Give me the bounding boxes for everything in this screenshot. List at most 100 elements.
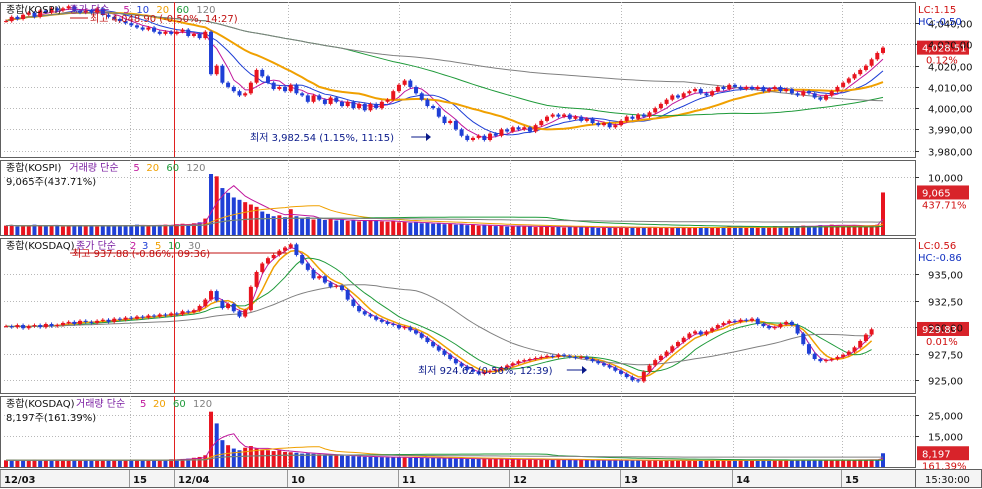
y-tick-label: 930,00	[928, 324, 963, 335]
candle-body	[641, 371, 646, 382]
legend-ma-label: 종가 단순	[69, 4, 109, 16]
volume-bar	[26, 460, 31, 467]
candle-body	[328, 282, 333, 287]
candle-body	[550, 355, 555, 357]
volume-bar	[351, 219, 356, 235]
volume-bar	[425, 458, 430, 467]
candle-body	[294, 84, 299, 94]
volume-bar	[875, 459, 880, 467]
y-tick-label: 4,030,00	[928, 41, 973, 52]
legend-period: 60	[176, 5, 189, 16]
candle-body	[607, 365, 612, 368]
volume-bar	[43, 226, 48, 235]
volume-bar	[15, 460, 20, 467]
candle-body	[78, 320, 83, 324]
candle-body	[619, 370, 624, 374]
candle-body	[368, 103, 373, 111]
volume-bar	[493, 226, 498, 235]
volume-bar	[653, 227, 658, 235]
candle-body	[425, 99, 430, 107]
volume-bar	[21, 225, 26, 235]
candle-body	[379, 101, 384, 109]
candle-body	[89, 10, 94, 13]
volume-bar	[78, 460, 83, 467]
candle-body	[806, 91, 811, 94]
candle-body	[601, 123, 606, 126]
candle-body	[414, 86, 419, 94]
volume-bar	[60, 460, 65, 467]
candle-body	[140, 316, 145, 318]
candle-body	[317, 95, 322, 100]
volume-bar	[328, 454, 333, 467]
candle-body	[226, 303, 231, 309]
candle-body	[664, 351, 669, 356]
volume-bar	[545, 226, 550, 235]
candle-body	[681, 337, 686, 343]
volume-ma-120	[5, 454, 883, 461]
volume-bar	[72, 460, 77, 467]
candle-body	[49, 323, 54, 327]
price-tag	[917, 321, 969, 336]
volume-bar	[385, 457, 390, 467]
candle-body	[408, 327, 413, 331]
candle-body	[738, 319, 743, 322]
volume-bar	[710, 227, 715, 235]
volume-bar	[277, 215, 282, 235]
candle-body	[505, 365, 510, 368]
y-tick-label: 10,000	[928, 174, 963, 185]
y-tick-label: 3,980,00	[928, 148, 973, 159]
volume-bar	[584, 460, 589, 467]
candle-body	[687, 333, 692, 338]
candle-body	[675, 95, 680, 98]
volume-bar	[209, 174, 214, 235]
candle-body	[488, 133, 493, 141]
candle-body	[43, 323, 48, 328]
volume-bar	[414, 457, 419, 467]
candle-body	[260, 263, 265, 272]
volume-bar	[362, 456, 367, 467]
volume-bar	[693, 460, 698, 467]
candle-body	[675, 342, 680, 347]
volume-bar	[812, 226, 817, 235]
lc-label: LC:1.15	[918, 5, 956, 16]
volume-bar	[220, 188, 225, 235]
candle-body	[596, 361, 601, 364]
volume-bar	[647, 227, 652, 235]
volume-bar	[334, 220, 339, 235]
lc-label: LC:0.56	[918, 241, 956, 252]
candle-body	[203, 299, 208, 306]
candle-body	[459, 363, 464, 367]
volume-bar	[670, 227, 675, 235]
volume-bar	[169, 459, 174, 467]
candle-body	[846, 351, 851, 355]
candle-body	[362, 311, 367, 315]
candle-body	[357, 305, 362, 312]
candle-body	[419, 93, 424, 100]
volume-bar	[721, 460, 726, 467]
candle-body	[157, 31, 162, 34]
candle-body	[863, 65, 868, 70]
candle-body	[476, 135, 481, 138]
candle-body	[431, 342, 436, 347]
candle-body	[112, 318, 117, 322]
x-tick-label: 12/03	[4, 475, 36, 486]
candle-body	[260, 69, 265, 77]
candle-body	[396, 325, 401, 329]
candle-body	[203, 31, 208, 39]
candle-body	[493, 133, 498, 136]
volume-bar	[209, 411, 214, 467]
volume-bar	[750, 460, 755, 467]
volume-bar	[362, 220, 367, 235]
candle-body	[305, 263, 310, 270]
candle-body	[795, 93, 800, 96]
candle-body	[545, 355, 550, 357]
volume-bar	[738, 227, 743, 235]
volume-bar	[841, 460, 846, 467]
candle-body	[601, 363, 606, 366]
candle-body	[698, 89, 703, 94]
candle-body	[220, 65, 225, 83]
volume-bar	[869, 225, 874, 235]
volume-bar	[55, 225, 60, 235]
